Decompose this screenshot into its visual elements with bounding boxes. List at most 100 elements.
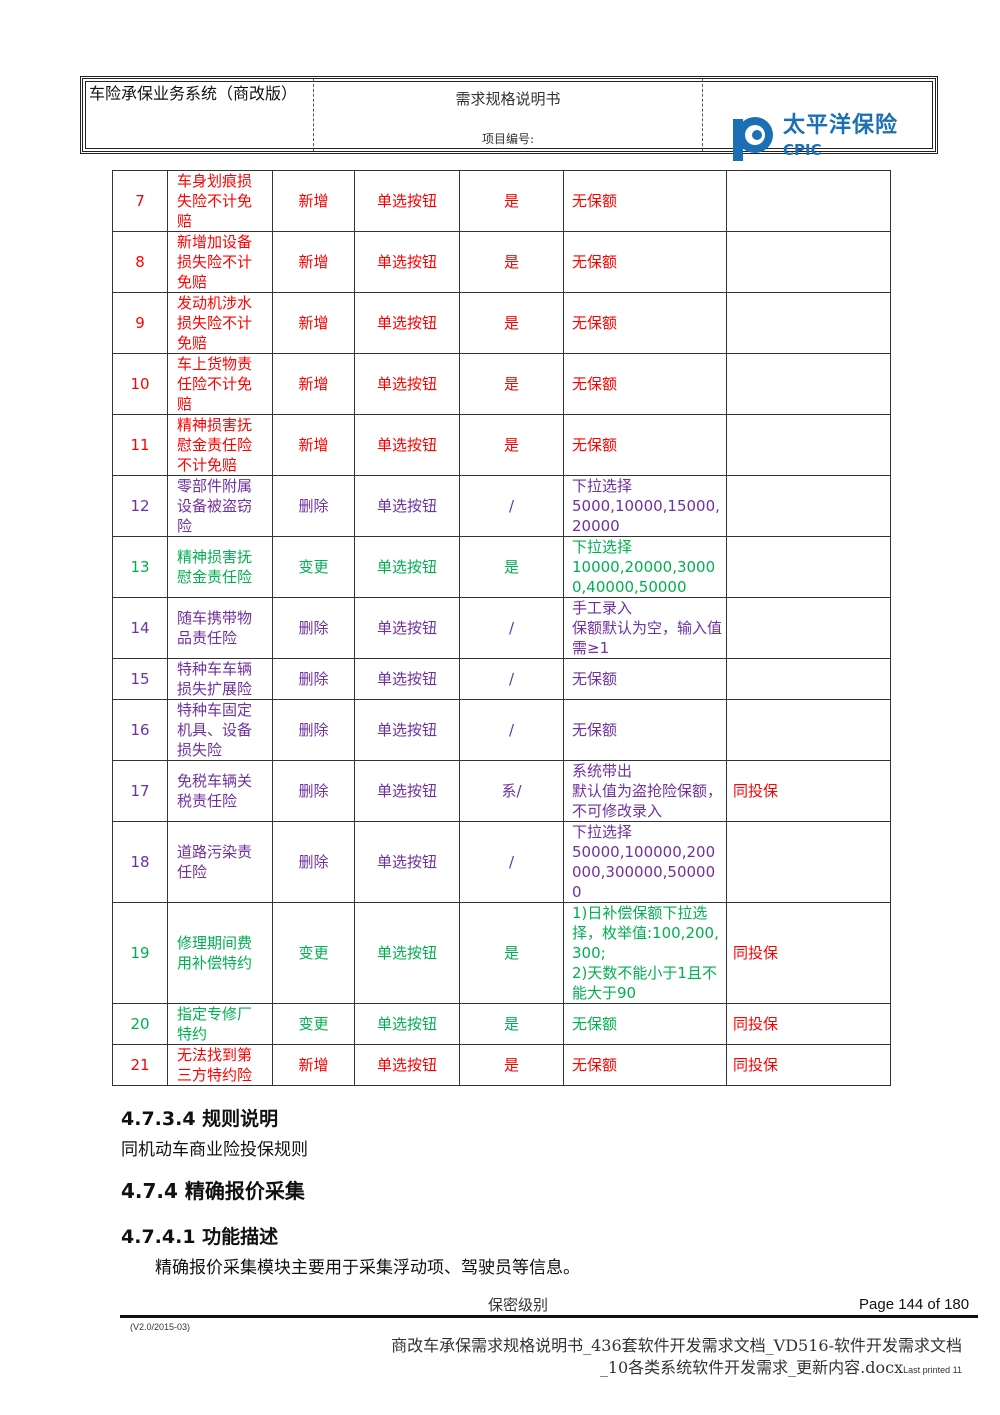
system-name: 车险承保业务系统（商改版） (83, 79, 314, 151)
cell-remark (726, 699, 891, 761)
table-row: 16 特种车固定机具、设备损失险 删除 单选按钮 / 无保额 (112, 699, 891, 761)
file-name: _10各类系统软件开发需求_更新内容.docx (599, 1358, 904, 1377)
cell-name: 指定专修厂特约 (167, 1003, 273, 1045)
table-row: 15 特种车车辆损失扩展险 删除 单选按钮 / 无保额 (112, 658, 891, 700)
cell-req: 是 (459, 414, 564, 476)
table-row: 21 无法找到第三方特约险 新增 单选按钮是无保额 同投保 (112, 1044, 891, 1086)
cell-op: 删除 (272, 475, 355, 537)
cell-amount: 手工录入 保额默认为空，输入值需≥1 (563, 597, 727, 659)
cell-ctrl: 单选按钮 (354, 1003, 460, 1045)
heading-4-7-4: 4.7.4 精确报价采集 (121, 1179, 305, 1203)
cell-req: / (459, 821, 564, 903)
cell-ctrl: 单选按钮 (354, 353, 460, 415)
cell-name: 新增加设备损失险不计免赔 (167, 231, 273, 293)
cell-req: 是 (459, 1044, 564, 1086)
version-label: (V2.0/2015-03) (130, 1322, 191, 1332)
cell-no: 16 (112, 699, 168, 761)
cell-no: 15 (112, 658, 168, 700)
cell-remark (726, 414, 891, 476)
heading-4-7-4-1: 4.7.4.1 功能描述 (121, 1226, 279, 1248)
cell-req: / (459, 699, 564, 761)
cell-op: 新增 (272, 170, 355, 232)
paragraph-rules: 同机动车商业险投保规则 (121, 1140, 308, 1160)
cell-remark (726, 353, 891, 415)
logo-text-cn: 太平洋保险 (783, 113, 899, 138)
cell-amount: 无保额 (563, 292, 727, 354)
cell-ctrl: 单选按钮 (354, 536, 460, 598)
cell-name: 车上货物责任险不计免赔 (167, 353, 273, 415)
cpic-logo: 太平洋保险 CPIC (731, 113, 951, 163)
cell-amount: 1)日补偿保额下拉选择，枚举值:100,200,300; 2)天数不能小于1且不… (563, 902, 727, 1004)
cell-remark (726, 597, 891, 659)
cell-name: 车身划痕损失险不计免赔 (167, 170, 273, 232)
cell-op: 变更 (272, 902, 355, 1004)
cell-remark: 同投保 (726, 760, 891, 822)
file-name-line2: _10各类系统软件开发需求_更新内容.docxLast printed 11 (600, 1358, 962, 1380)
cell-req: 是 (459, 1003, 564, 1045)
cell-ctrl: 单选按钮 (354, 1044, 460, 1086)
cell-amount: 无保额 (563, 1003, 727, 1045)
cell-op: 变更 (272, 536, 355, 598)
cell-remark (726, 475, 891, 537)
cell-no: 17 (112, 760, 168, 822)
cell-ctrl: 单选按钮 (354, 231, 460, 293)
cell-name: 随车携带物品责任险 (167, 597, 273, 659)
cell-op: 删除 (272, 597, 355, 659)
table-row: 12 零部件附属设备被盗窃险 删除 单选按钮 / 下拉选择 5000,10000,1500… (112, 475, 891, 537)
cell-ctrl: 单选按钮 (354, 658, 460, 700)
page-number: Page 144 of 180 (859, 1296, 970, 1313)
table-row: 20 指定专修厂特约 变更 单选按钮是无保额 同投保 (112, 1003, 891, 1045)
logo-text-en: CPIC (783, 141, 822, 159)
doc-title: 需求规格说明书 (455, 90, 561, 108)
sections: 4.7.3.4 规则说明 同机动车商业险投保规则 4.7.4 精确报价采集 4.… (121, 1106, 972, 1280)
cell-op: 新增 (272, 353, 355, 415)
cell-amount: 下拉选择 10000,20000,30000,40000,50000 (563, 536, 727, 598)
cell-no: 18 (112, 821, 168, 903)
cell-remark (726, 170, 891, 232)
cell-amount: 无保额 (563, 699, 727, 761)
table-row: 17 免税车辆关税责任险 删除 单选按钮 系/系统带出 默认值为盗抢险保额，不可修改录入… (112, 760, 891, 822)
cell-no: 19 (112, 902, 168, 1004)
last-printed: Last printed 11 (903, 1365, 962, 1375)
cell-amount: 系统带出 默认值为盗抢险保额，不可修改录入 (563, 760, 727, 822)
cell-no: 14 (112, 597, 168, 659)
cell-ctrl: 单选按钮 (354, 699, 460, 761)
cell-op: 新增 (272, 231, 355, 293)
cell-name: 特种车固定机具、设备损失险 (167, 699, 273, 761)
cell-amount: 无保额 (563, 658, 727, 700)
cell-name: 特种车车辆损失扩展险 (167, 658, 273, 700)
cell-name: 精神损害抚慰金责任险不计免赔 (167, 414, 273, 476)
cell-no: 12 (112, 475, 168, 537)
page-header: 车险承保业务系统（商改版） 需求规格说明书 项目编号: 太平洋保险 CPIC (80, 76, 938, 161)
cell-op: 新增 (272, 1044, 355, 1086)
table-row: 19 修理期间费用补偿特约 变更 单选按钮是 1)日补偿保额下拉选择，枚举值:100,2… (112, 902, 891, 1004)
cell-name: 修理期间费用补偿特约 (167, 902, 273, 1004)
cell-op: 删除 (272, 658, 355, 700)
table-row: 7 车身划痕损失险不计免赔 新增 单选按钮是无保额 (112, 170, 891, 232)
coverage-table: 7 车身划痕损失险不计免赔 新增 单选按钮是无保额 8 新增加设备损失险不计免赔 新增 单选按… (112, 170, 891, 1086)
cell-req: / (459, 597, 564, 659)
cell-req: 是 (459, 353, 564, 415)
cell-req: / (459, 658, 564, 700)
cell-no: 7 (112, 170, 168, 232)
cell-op: 变更 (272, 1003, 355, 1045)
doc-title-cell: 需求规格说明书 项目编号: (314, 79, 703, 151)
cell-ctrl: 单选按钮 (354, 292, 460, 354)
cell-op: 删除 (272, 699, 355, 761)
cell-amount: 无保额 (563, 414, 727, 476)
table-row: 14 随车携带物品责任险 删除 单选按钮 / 手工录入 保额默认为空，输入值需≥1 (112, 597, 891, 659)
cell-op: 新增 (272, 292, 355, 354)
cell-no: 8 (112, 231, 168, 293)
cell-req: 是 (459, 170, 564, 232)
cell-name: 无法找到第三方特约险 (167, 1044, 273, 1086)
cell-name: 精神损害抚慰金责任险 (167, 536, 273, 598)
cell-name: 道路污染责任险 (167, 821, 273, 903)
cell-op: 新增 (272, 414, 355, 476)
cell-ctrl: 单选按钮 (354, 597, 460, 659)
cell-ctrl: 单选按钮 (354, 170, 460, 232)
cell-ctrl: 单选按钮 (354, 475, 460, 537)
table-row: 9 发动机涉水损失险不计免赔 新增 单选按钮是无保额 (112, 292, 891, 354)
cell-req: 是 (459, 292, 564, 354)
cell-op: 删除 (272, 760, 355, 822)
cell-remark (726, 231, 891, 293)
